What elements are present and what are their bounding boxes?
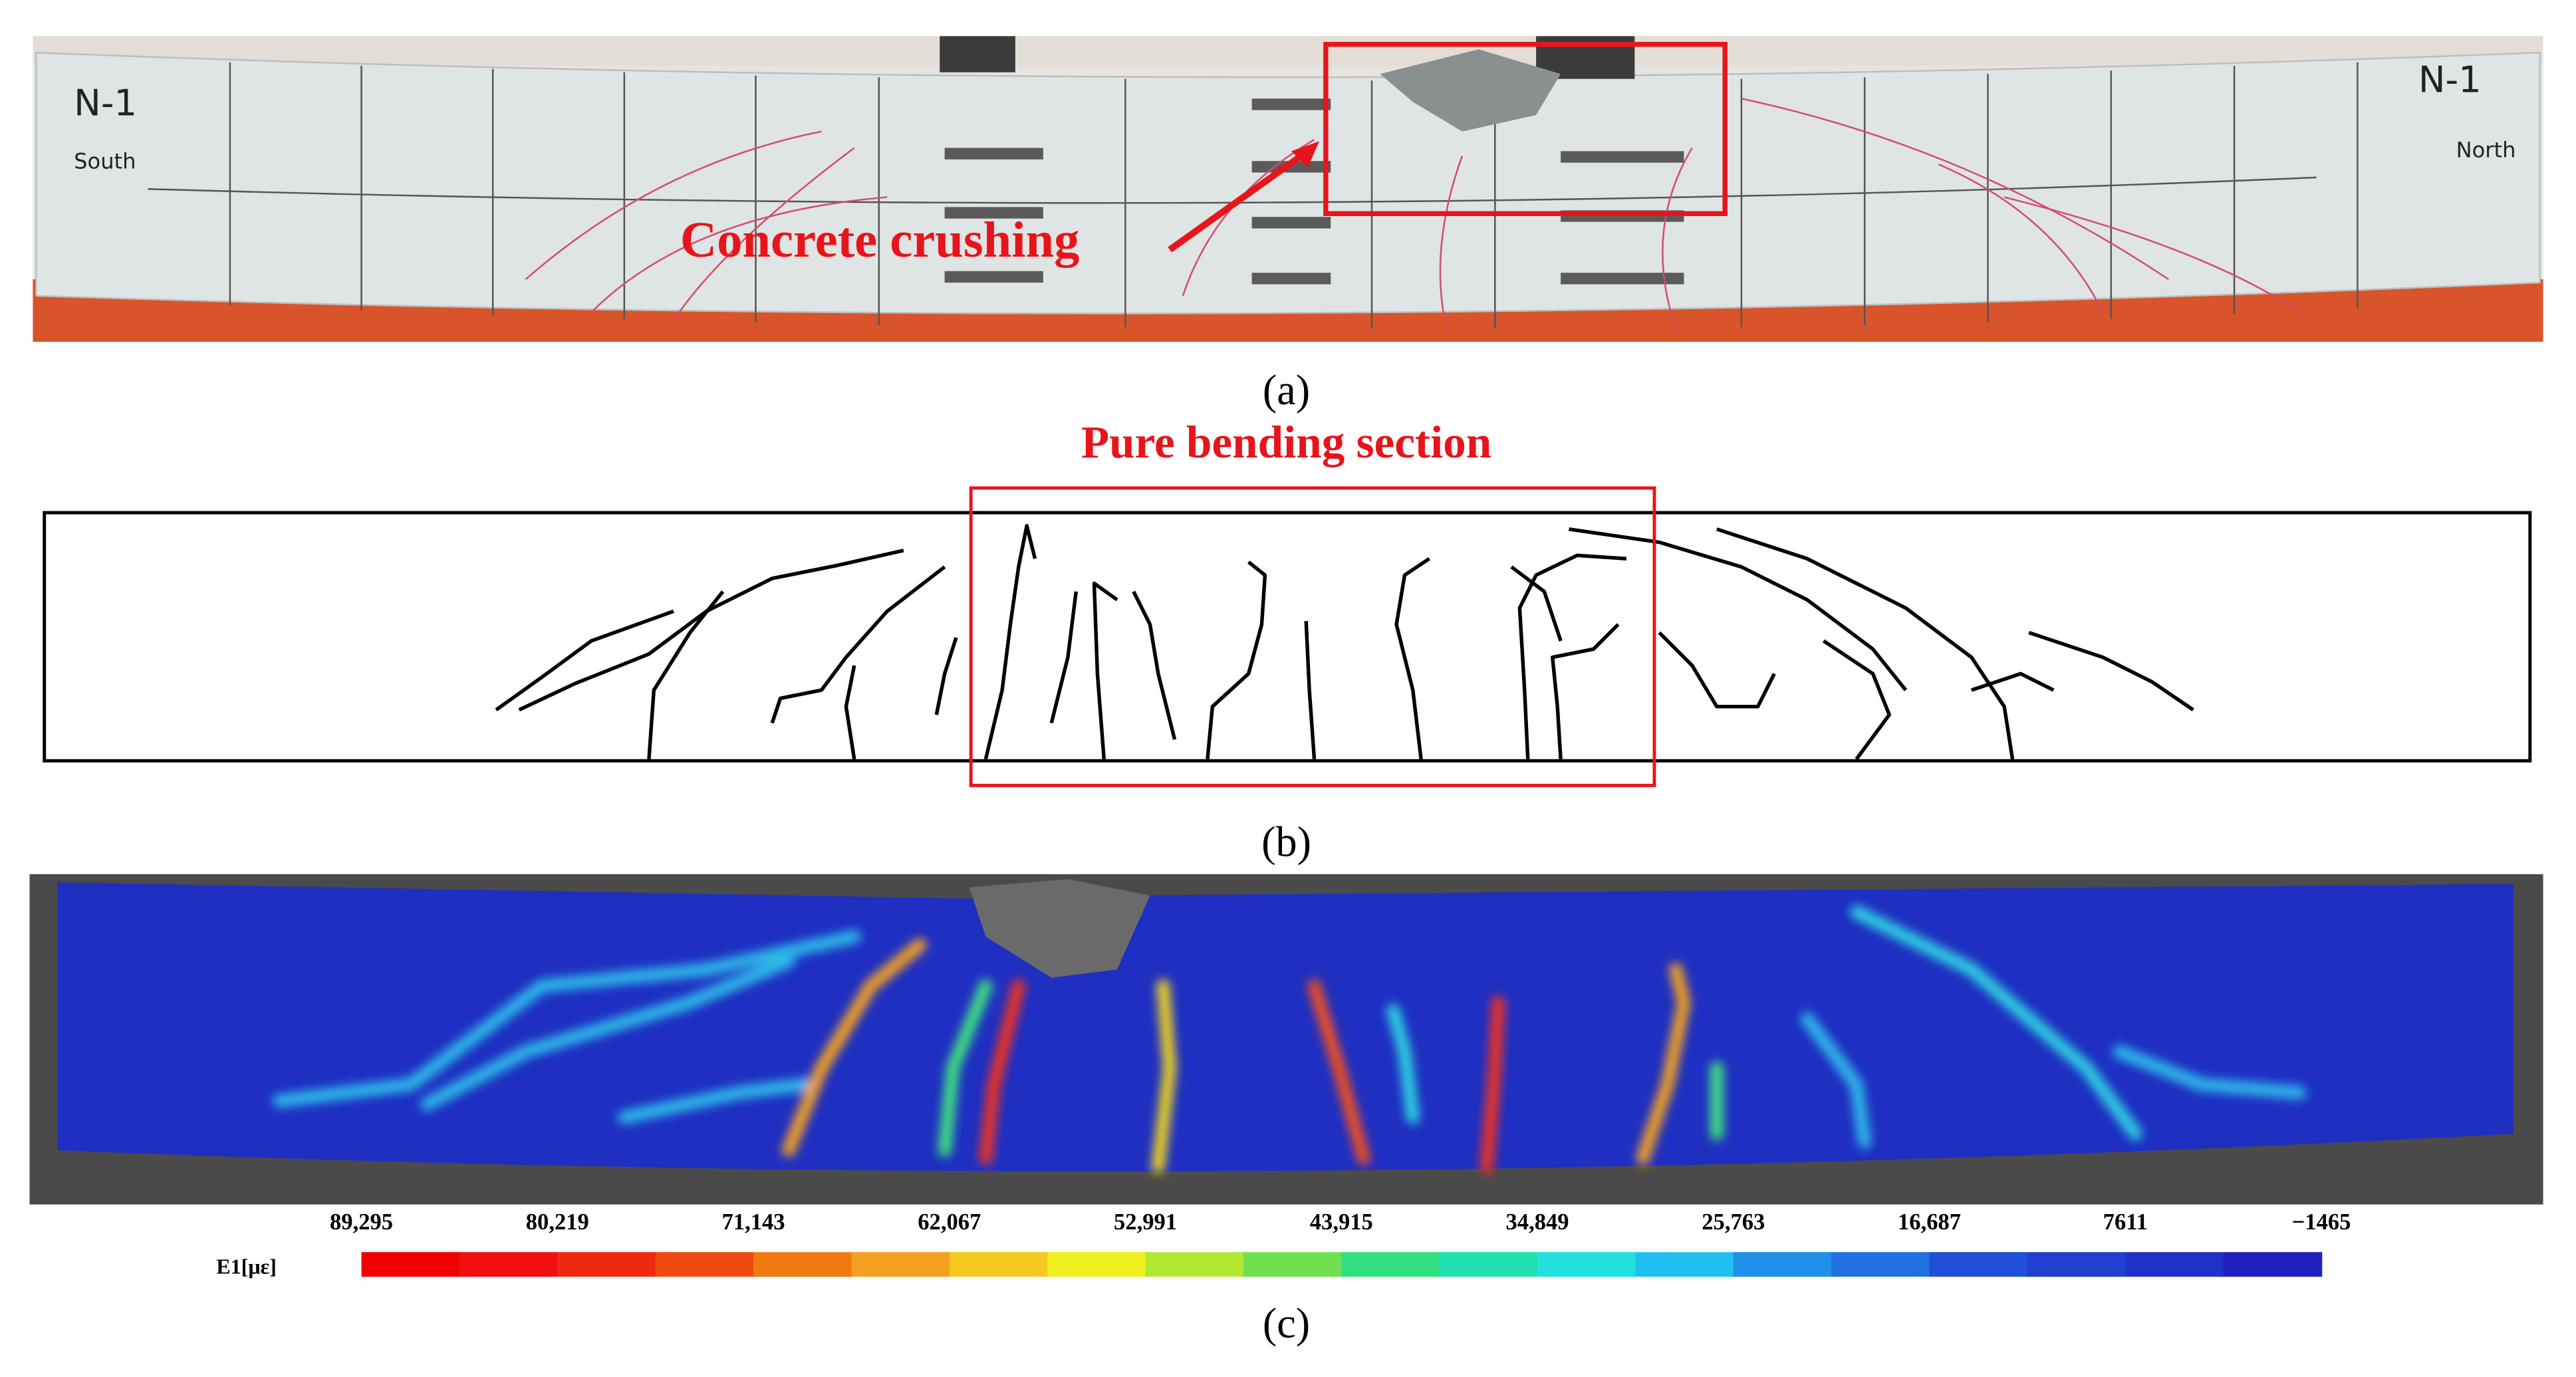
photo-panel: Concrete crushing N-1 South N-1 North [33,36,2543,342]
colorbar-segment [557,1252,656,1277]
colorbar: 89,295 80,219 71,143 62,067 52,991 43,915 34,8… [330,1209,2351,1277]
colorbar-tick-label: 7611 [2103,1209,2148,1235]
caption: (a) [1263,366,1310,414]
crack-map [43,486,2532,787]
colorbar-segment [1635,1252,1735,1277]
colorbar-tick-label: 62,067 [918,1209,981,1235]
colorbar-segment [2125,1252,2224,1277]
colorbar-segment [2027,1252,2126,1277]
colorbar-segment [1831,1252,1930,1277]
colorbar-segment [949,1252,1049,1277]
colorbar-tick-label: 71,143 [722,1209,785,1235]
colorbar-tick-label: 80,219 [526,1209,589,1235]
beam-label: N-1 [2418,59,2482,101]
annotation: Concrete crushing [680,211,1080,268]
beam-label: North [2456,137,2516,162]
colorbar-tick-label: 25,763 [1702,1209,1765,1235]
colorbar-segment [1047,1252,1146,1277]
colorbar-tick-label: 16,687 [1898,1209,1961,1235]
colorbar-tick-label: 43,915 [1310,1209,1373,1235]
annotation: Pure bending section [1081,416,1491,467]
dic-panel [29,874,2543,1205]
colorbar-tick-label: 52,991 [1114,1209,1177,1235]
colorbar-segment [851,1252,951,1277]
colorbar-segment [361,1252,461,1277]
colorbar-tick-label: −1465 [2292,1209,2351,1235]
colorbar-segment [1145,1252,1245,1277]
colorbar-segment [459,1252,559,1277]
colorbar-segment [1929,1252,2029,1277]
colorbar-segment [1243,1252,1343,1277]
beam-label: N-1 [74,82,137,124]
beam-label: South [74,149,136,174]
colorbar-tick-label: 89,295 [330,1209,393,1235]
colorbar-tick-label: 34,849 [1506,1209,1569,1235]
colorbar-segment [1733,1252,1833,1277]
caption: (c) [1263,1300,1310,1347]
colorbar-segment [1341,1252,1440,1277]
colorbar-segment [2223,1252,2323,1277]
colorbar-segment [1537,1252,1636,1277]
colorbar-segment [753,1252,852,1277]
colorbar-segment [1439,1252,1539,1277]
colorbar-segment [655,1252,755,1277]
colorbar-label: E1[με] [216,1254,277,1278]
caption: (b) [1261,818,1311,865]
